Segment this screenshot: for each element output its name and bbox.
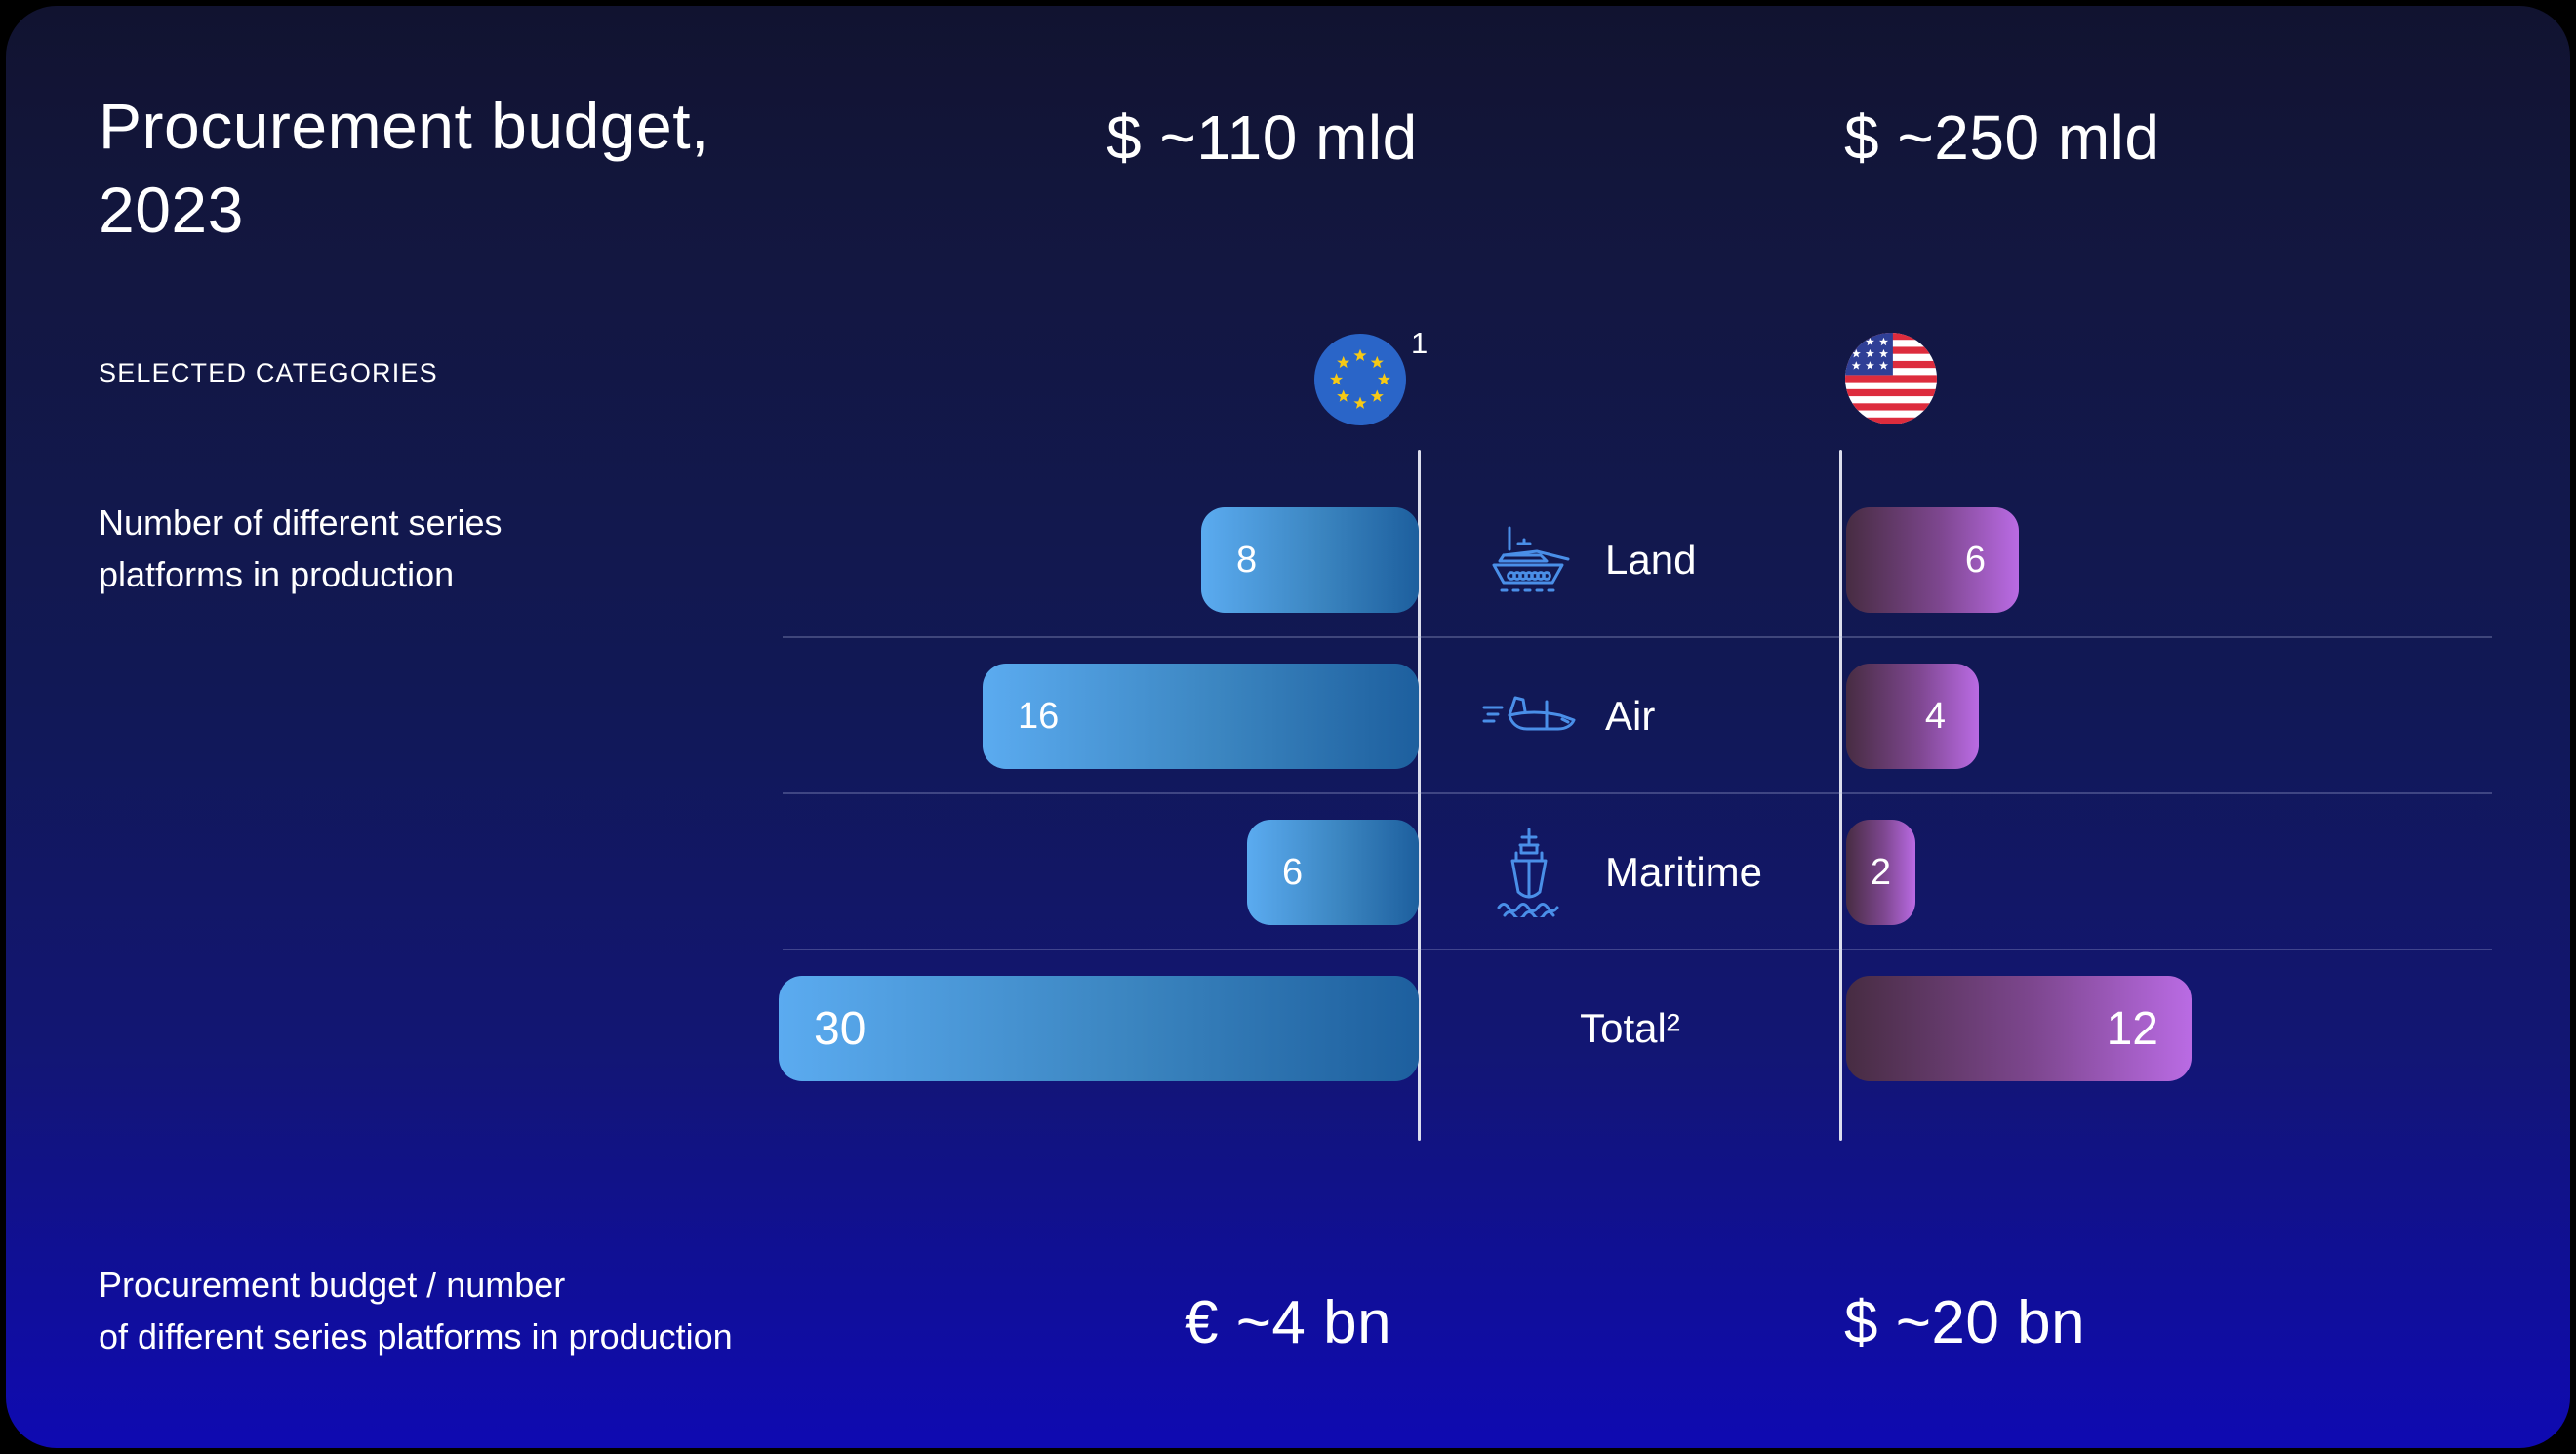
us-bar: 4 [1846,664,1979,769]
rows-axis-label: Number of different series platforms in … [99,497,503,600]
tank-icon [1480,507,1578,613]
category-cell: Air [1420,664,1840,769]
category-cell: Land [1420,507,1840,613]
infographic-card: Procurement budget, 2023 $ ~110 mld $ ~2… [6,6,2570,1448]
eu-bar: 8 [1201,507,1419,613]
page-title: Procurement budget, 2023 [99,84,709,252]
page-title-line2: 2023 [99,174,244,246]
chart-rows: 8 Land 6 16 Air 4 6 Maritime 2 30 Total² 12 [6,507,2570,1140]
eu-flag-icon [1314,334,1406,425]
eu-bar-value: 16 [1018,695,1060,737]
category-cell: Maritime [1420,820,1840,925]
row-divider [783,636,2492,638]
eu-bar: 6 [1247,820,1419,925]
category-label: Total² [1580,1005,1680,1051]
chart-row-plane: 16 Air 4 [6,664,2570,769]
chart-row-total: 30 Total² 12 [6,976,2570,1081]
rows-axis-label-line1: Number of different series [99,503,503,543]
us-budget-value: $ ~250 mld [1844,102,2160,173]
us-bar-value: 2 [1870,851,1892,893]
footer-label: Procurement budget / number of different… [99,1259,733,1362]
us-flag-icon [1845,333,1937,424]
category-label: Maritime [1605,849,1763,895]
us-budget-per-platform: $ ~20 bn [1844,1289,2086,1356]
page-title-line1: Procurement budget, [99,90,709,162]
selected-categories-label: SELECTED CATEGORIES [99,358,438,387]
us-bar: 2 [1846,820,1915,925]
us-bar-value: 12 [2106,1002,2158,1055]
eu-bar: 16 [983,664,1419,769]
eu-footnote-marker: 1 [1411,326,1429,360]
eu-bar-value: 30 [814,1002,866,1055]
chart-row-ship: 6 Maritime 2 [6,820,2570,925]
category-label: Land [1605,537,1697,583]
row-divider [783,792,2492,794]
footer-label-line2: of different series platforms in product… [99,1316,733,1356]
eu-bar-value: 8 [1236,539,1258,581]
chart-row-tank: 8 Land 6 [6,507,2570,613]
plane-icon [1480,664,1578,769]
eu-bar: 30 [779,976,1419,1081]
us-axis-line [1839,450,1842,1141]
us-bar: 6 [1846,507,2019,613]
row-divider [783,949,2492,950]
rows-axis-label-line2: platforms in production [99,554,455,594]
eu-bar-value: 6 [1282,851,1304,893]
eu-budget-value: $ ~110 mld [1107,102,1418,173]
us-bar: 12 [1846,976,2192,1081]
category-cell: Total² [1420,976,1840,1081]
footer-label-line1: Procurement budget / number [99,1265,566,1305]
eu-budget-per-platform: € ~4 bn [1185,1289,1392,1356]
ship-icon [1480,820,1578,925]
us-bar-value: 6 [1964,539,1986,581]
category-label: Air [1605,693,1656,739]
eu-axis-line [1418,450,1421,1141]
us-bar-value: 4 [1924,695,1946,737]
